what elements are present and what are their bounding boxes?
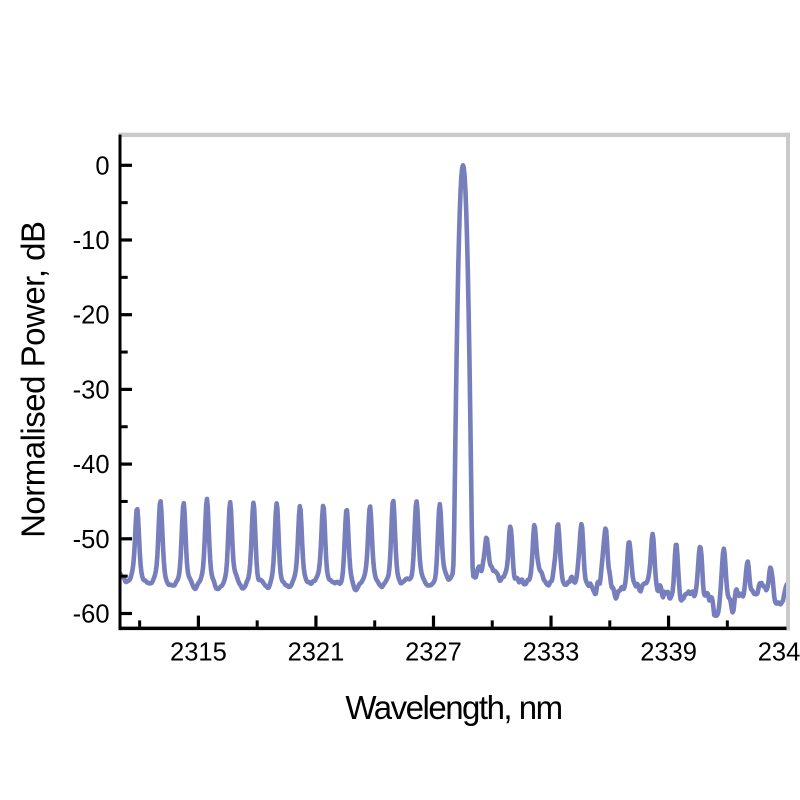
svg-text:-60: -60 bbox=[73, 601, 110, 629]
svg-text:2327: 2327 bbox=[405, 639, 462, 667]
svg-text:2315: 2315 bbox=[170, 639, 227, 667]
svg-text:0: 0 bbox=[95, 152, 109, 180]
svg-text:-20: -20 bbox=[73, 302, 110, 330]
svg-text:Wavelength, nm: Wavelength, nm bbox=[345, 689, 561, 726]
svg-text:-10: -10 bbox=[73, 227, 110, 255]
svg-text:2333: 2333 bbox=[523, 639, 580, 667]
svg-text:2345: 2345 bbox=[758, 639, 800, 667]
svg-text:-40: -40 bbox=[73, 451, 110, 479]
svg-text:Normalised Power, dB: Normalised Power, dB bbox=[15, 221, 52, 537]
svg-text:-50: -50 bbox=[73, 526, 110, 554]
svg-text:2339: 2339 bbox=[640, 639, 697, 667]
svg-text:2321: 2321 bbox=[288, 639, 345, 667]
svg-text:-30: -30 bbox=[73, 376, 110, 404]
